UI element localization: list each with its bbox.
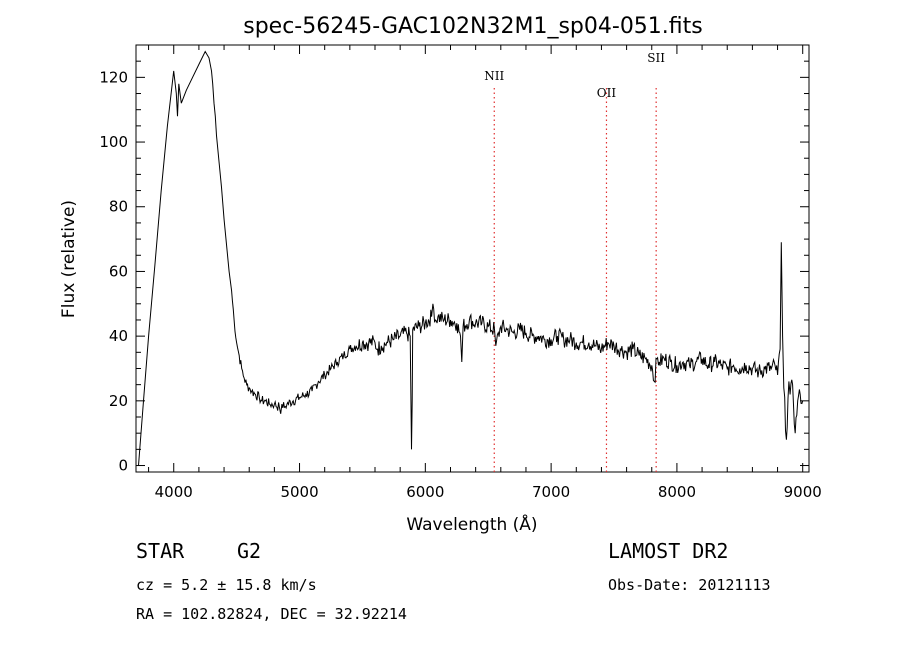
emission-line-markers: NII OII SII (484, 51, 665, 472)
x-tick-label: 5000 (280, 483, 318, 501)
y-tick-label: 20 (109, 392, 128, 410)
y-tick-label: 80 (109, 198, 128, 216)
x-tick-label: 4000 (155, 483, 193, 501)
emission-line-label: SII (647, 51, 665, 65)
x-tick-label: 8000 (658, 483, 696, 501)
emission-line-label: OII (597, 86, 617, 100)
redshift-info: cz = 5.2 ± 15.8 km/s (136, 576, 317, 594)
observation-date: Obs-Date: 20121113 (608, 576, 771, 594)
y-tick-label: 60 (109, 262, 128, 280)
chart-title: spec-56245-GAC102N32M1_sp04-051.fits (243, 14, 703, 39)
x-tick-label: 6000 (406, 483, 444, 501)
object-type: STAR (136, 539, 185, 563)
object-subclass: G2 (237, 539, 261, 563)
x-axis-label: Wavelength (Å) (406, 513, 537, 535)
emission-line-label: NII (484, 69, 504, 83)
coordinates: RA = 102.82824, DEC = 32.92214 (136, 605, 407, 623)
x-tick-label: 7000 (532, 483, 570, 501)
y-tick-label: 0 (118, 457, 128, 475)
y-axis: 0 20 40 60 80 100 120 (99, 60, 809, 475)
plot-frame (135, 44, 810, 473)
survey-label: LAMOST DR2 (608, 539, 728, 563)
y-tick-label: 120 (99, 68, 128, 86)
y-tick-label: 40 (109, 327, 128, 345)
y-axis-label: Flux (relative) (59, 200, 79, 318)
x-tick-label: 9000 (784, 483, 822, 501)
spectrum-line (138, 50, 804, 466)
y-tick-label: 100 (99, 133, 128, 151)
x-axis: 4000 5000 6000 7000 8000 9000 (148, 45, 822, 501)
